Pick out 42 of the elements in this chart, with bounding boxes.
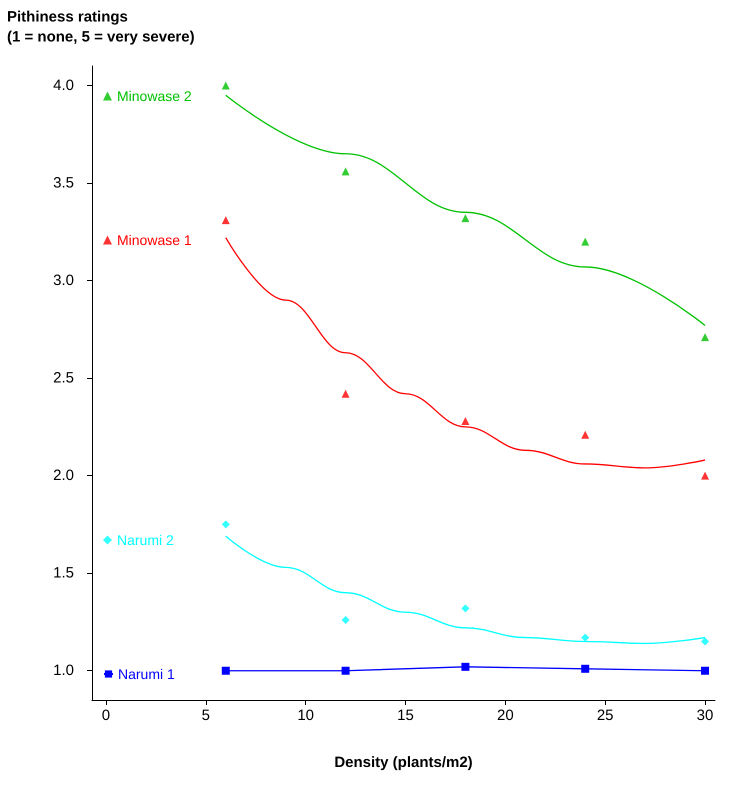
line-series (225, 94, 706, 326)
x-tick-label: 15 (397, 707, 414, 724)
point (222, 216, 230, 224)
point (461, 417, 470, 426)
legend-label: Minowase 1 (117, 232, 192, 248)
legend-label: Minowase 2 (117, 88, 192, 104)
point (701, 666, 710, 675)
x-tick-label: 30 (696, 707, 714, 724)
point (701, 472, 710, 480)
point (222, 82, 230, 90)
point (701, 637, 710, 646)
legend-label: Narumi 2 (117, 532, 174, 548)
point (222, 520, 230, 528)
point (342, 616, 350, 624)
point (581, 238, 590, 246)
point (342, 390, 350, 398)
y-tick-label: 3.0 (53, 272, 74, 290)
x-tick-label: 5 (202, 707, 210, 724)
y-tick-label: 2.5 (53, 370, 74, 387)
y-tick-label: 1.0 (53, 662, 74, 680)
point (701, 333, 710, 342)
x-tick-label: 25 (596, 707, 614, 724)
x-axis-title: Density (plants/m2) (334, 754, 473, 771)
y-tick-label: 3.5 (53, 174, 74, 192)
x-tick-label: 10 (297, 707, 314, 724)
point (461, 662, 470, 671)
y-axis-title: Pithiness ratings (1 = none, 5 = very severe) (7, 8, 195, 46)
point (342, 167, 350, 176)
point (461, 214, 470, 222)
point (581, 430, 590, 439)
point (342, 666, 350, 675)
y-tick-label: 4.0 (53, 77, 74, 94)
legend-label: Narumi 1 (118, 666, 176, 682)
point (222, 666, 230, 675)
y-tick-label: 1.5 (53, 564, 74, 582)
point (581, 664, 590, 673)
point (581, 634, 590, 642)
point (461, 604, 470, 612)
x-tick-label: 20 (496, 707, 514, 724)
y-tick-label: 2.0 (53, 467, 74, 484)
x-tick-label: 0 (102, 707, 110, 724)
line-series (225, 237, 706, 469)
